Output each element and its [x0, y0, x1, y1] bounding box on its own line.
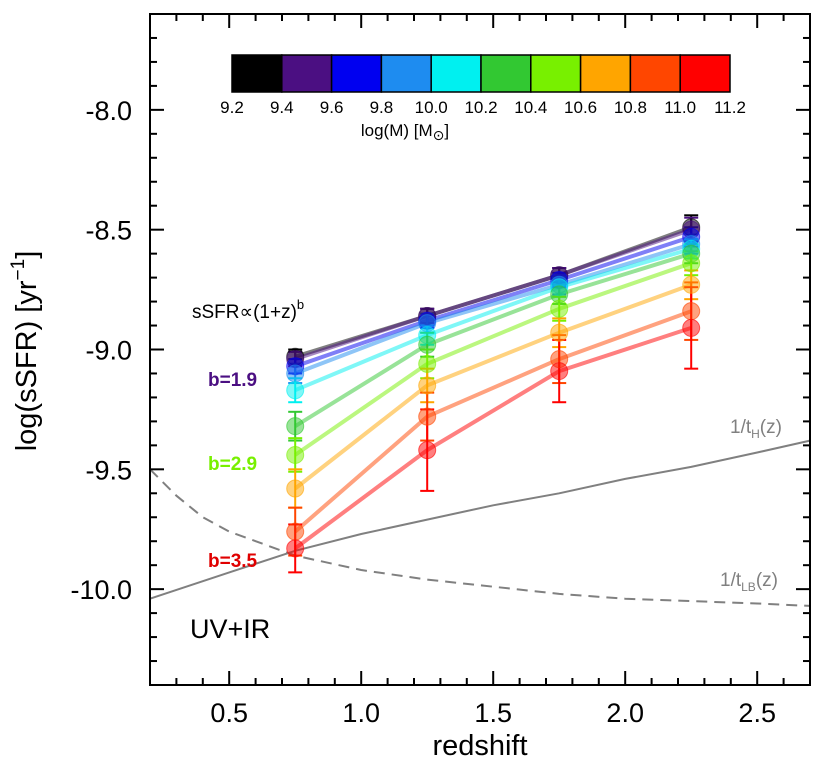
hubble-time-curve-label: 1/tH(z): [730, 417, 782, 441]
b-value-label-2: b=2.9: [208, 454, 257, 475]
colorbar-swatch: [629, 54, 681, 93]
data-point: [418, 376, 437, 395]
colorbar-tick-label: 10.6: [564, 98, 597, 117]
data-point: [286, 417, 305, 436]
colorbar-swatch: [380, 54, 432, 93]
data-point: [286, 522, 305, 541]
colorbar-tick-label: 11.0: [664, 98, 696, 117]
colorbar-tick-label: 10.4: [514, 98, 547, 117]
x-tick-label: 2.0: [606, 698, 644, 728]
colorbar-swatch: [679, 54, 731, 93]
colorbar-swatch: [231, 54, 283, 93]
colorbar-swatch: [579, 54, 632, 93]
data-point: [286, 381, 305, 400]
y-tick-label: -9.5: [85, 455, 132, 485]
series-line-2: [294, 227, 692, 362]
colorbar-tick-label: 9.2: [220, 98, 244, 117]
data-point: [418, 354, 437, 373]
data-point: [682, 318, 701, 337]
colorbar-tick-label: 10.0: [415, 98, 448, 117]
colorbar-tick-label: 10.8: [614, 98, 647, 117]
data-point: [286, 479, 305, 498]
series-line-4: [294, 242, 692, 376]
colorbar-tick-label: 9.8: [370, 98, 394, 117]
uv-ir-label: UV+IR: [190, 614, 270, 644]
b-value-label-1: b=1.9: [208, 370, 257, 391]
colorbar-tick-label: 9.4: [270, 98, 294, 117]
data-point: [550, 323, 569, 342]
x-tick-label: 0.5: [210, 698, 248, 728]
data-point: [286, 364, 305, 383]
reference-curves: [149, 439, 811, 607]
y-tick-label: -9.0: [85, 336, 132, 366]
series-line-9: [293, 309, 692, 534]
x-tick-label: 2.5: [738, 698, 776, 728]
colorbar-swatch: [430, 54, 482, 93]
x-axis-title: redshift: [432, 730, 527, 762]
lookback-time-curve: [149, 468, 811, 607]
colorbar-tick-labels: 9.2 9.4 9.6 9.8 10.0 10.2 10.4 10.6 10.8 11.0 11.2: [220, 98, 746, 117]
sun-symbol-icon: ⊙: [433, 127, 445, 143]
colorbar-title: log(M) [M⊙]: [361, 121, 449, 143]
colorbar-tick-label: 9.6: [320, 98, 344, 117]
data-point: [418, 335, 437, 354]
data-points: [286, 218, 701, 558]
x-tick-label: 1.0: [342, 698, 380, 728]
series-line-3: [294, 234, 692, 369]
axis-ticks: [150, 14, 811, 685]
data-point: [286, 539, 305, 558]
series-line-10: [294, 325, 692, 551]
data-point: [682, 275, 701, 294]
data-point: [550, 362, 569, 381]
colorbar-swatch: [281, 54, 333, 93]
hubble-time-curve: [149, 439, 811, 600]
formula-annotation: sSFR∝(1+z)b: [192, 297, 304, 323]
colorbar-swatches: [231, 54, 731, 93]
colorbar-tick-label: 10.2: [464, 98, 497, 117]
axis-tick-labels: 0.5 1.0 1.5 2.0 2.5 -8.0 -8.5 -9.0 -9.5 -10.0: [70, 96, 776, 728]
y-tick-label: -8.5: [85, 216, 132, 246]
colorbar-tick-label: 11.2: [714, 98, 746, 117]
series-lines: [293, 225, 692, 551]
b-value-label-3: b=3.5: [208, 551, 258, 572]
data-point: [286, 445, 305, 464]
series-line-7: [294, 261, 692, 457]
colorbar-swatch: [480, 54, 532, 93]
colorbar-swatch: [530, 54, 582, 93]
data-point: [682, 254, 701, 273]
y-axis-title: log(sSFR) [yr−1]: [8, 251, 43, 452]
series-line-8: [293, 282, 692, 491]
data-point: [550, 299, 569, 318]
colorbar-swatch: [330, 54, 383, 93]
data-point: [682, 302, 701, 321]
lookback-time-curve-label: 1/tLB(z): [720, 570, 778, 594]
y-tick-label: -8.0: [85, 96, 132, 126]
data-point: [418, 441, 437, 460]
x-tick-label: 1.5: [474, 698, 512, 728]
colorbar: 9.2 9.4 9.6 9.8 10.0 10.2 10.4 10.6 10.8 11.0 11.2…: [220, 54, 746, 143]
series-line-6: [294, 251, 692, 428]
y-tick-label: -10.0: [70, 575, 132, 605]
series-line-5: [294, 246, 692, 393]
data-point: [418, 407, 437, 426]
